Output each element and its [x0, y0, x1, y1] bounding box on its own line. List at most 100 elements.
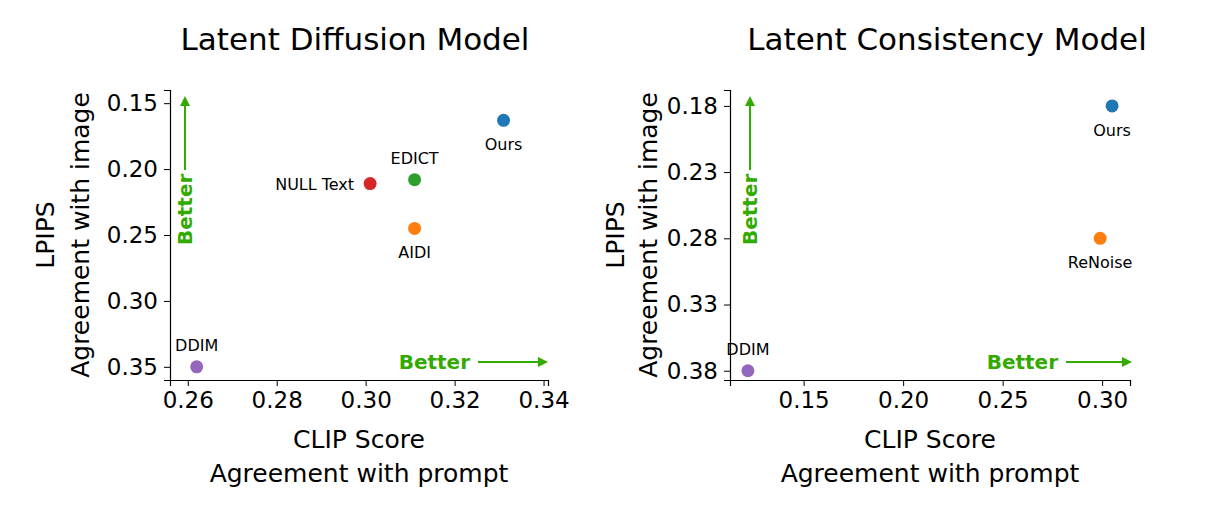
point: [1094, 232, 1107, 245]
y-tick-label: 0.18: [667, 93, 718, 119]
point: [741, 364, 754, 377]
figure: Latent Diffusion Model0.260.280.300.320.…: [0, 0, 1209, 519]
x-axis-line: [731, 381, 1131, 387]
annotation: Better: [173, 174, 197, 245]
y-tick-label: 0.25: [107, 222, 158, 248]
y-tick: 0.33: [667, 291, 730, 317]
y-tick-mark: [724, 106, 730, 107]
y-tick-label: 0.38: [667, 358, 718, 384]
y-tick-label: 0.30: [107, 288, 158, 314]
point: [190, 360, 203, 373]
y-tick-mark: [164, 235, 170, 236]
x-tick-mark: [544, 380, 545, 386]
x-tick: 0.20: [878, 380, 929, 413]
y-tick-label: 0.15: [107, 90, 158, 116]
point-label: EDICT: [391, 149, 439, 168]
chart: Latent Diffusion Model0.260.280.300.320.…: [31, 21, 570, 488]
y-tick: 0.28: [667, 225, 730, 251]
title: Latent Consistency Model: [747, 21, 1147, 57]
y-tick: 0.15: [107, 90, 170, 116]
x-tick: 0.26: [163, 380, 214, 413]
x-tick-mark: [277, 380, 278, 386]
x-tick: 0.32: [430, 380, 481, 413]
x-tick: 0.30: [1077, 380, 1128, 413]
y-axis: 0.18 0.23 0.28 0.33 0.38: [667, 91, 731, 384]
y-axis-label: LPIPS: [31, 201, 60, 268]
arrow: [478, 361, 546, 363]
point-label: AIDI: [398, 243, 431, 262]
y-tick-mark: [164, 169, 170, 170]
x-tick-mark: [455, 380, 456, 386]
x-axis-label: Agreement with prompt: [781, 459, 1080, 488]
y-tick-mark: [724, 305, 730, 306]
x-tick-mark: [903, 380, 904, 386]
annotation: Better: [738, 174, 762, 245]
y-tick: 0.25: [107, 222, 170, 248]
point-label: Ours: [485, 135, 523, 154]
y-tick: 0.18: [667, 93, 730, 119]
y-tick-mark: [724, 238, 730, 239]
y-axis-line: [164, 91, 171, 381]
point-label: DDIM: [726, 340, 769, 359]
x-tick: 0.15: [779, 380, 830, 413]
x-tick-label: 0.34: [518, 387, 569, 413]
x-axis-label: CLIP Score: [293, 425, 425, 454]
y-tick-label: 0.20: [107, 156, 158, 182]
y-tick: 0.20: [107, 156, 170, 182]
x-tick-mark: [804, 380, 805, 386]
x-axis-line: [171, 381, 549, 387]
y-tick-mark: [724, 172, 730, 173]
y-tick-mark: [164, 367, 170, 368]
arrow: [749, 98, 751, 170]
point-label: Ours: [1093, 121, 1131, 140]
x-tick: 0.34: [518, 380, 569, 413]
x-tick-label: 0.15: [779, 387, 830, 413]
x-tick-label: 0.20: [878, 387, 929, 413]
x-tick-label: 0.32: [430, 387, 481, 413]
y-tick: 0.35: [107, 354, 170, 380]
points: [741, 99, 1118, 377]
annotation: Better: [399, 350, 470, 374]
y-tick: 0.23: [667, 159, 730, 185]
point-label: NULL Text: [275, 175, 354, 194]
point: [364, 177, 377, 190]
point: [497, 114, 510, 127]
chart: Latent Consistency Model 0.15 0.20 0.25 0.30…: [601, 21, 1147, 488]
y-tick-mark: [164, 301, 170, 302]
x-axis: 0.26 0.28 0.30 0.32 0.34: [163, 380, 570, 413]
annotation: Better: [987, 350, 1058, 374]
point: [1106, 99, 1119, 112]
x-tick-label: 0.30: [341, 387, 392, 413]
x-tick-mark: [1102, 380, 1103, 386]
x-tick: 0.30: [341, 380, 392, 413]
x-tick: 0.28: [252, 380, 303, 413]
y-axis-label: Agreement with image: [634, 92, 663, 378]
points: [190, 114, 510, 374]
x-axis-label: Agreement with prompt: [210, 459, 509, 488]
x-tick-label: 0.25: [978, 387, 1029, 413]
x-tick-mark: [366, 380, 367, 386]
arrow: [1066, 361, 1130, 363]
title: Latent Diffusion Model: [181, 21, 530, 57]
x-axis-label: CLIP Score: [864, 425, 996, 454]
y-tick-mark: [724, 371, 730, 372]
x-tick-label: 0.30: [1077, 387, 1128, 413]
y-tick-label: 0.28: [667, 225, 718, 251]
arrow: [184, 98, 186, 170]
y-axis-line: [724, 91, 731, 381]
x-tick: 0.25: [978, 380, 1029, 413]
x-tick-mark: [188, 380, 189, 386]
point-label: ReNoise: [1068, 253, 1133, 272]
x-tick-label: 0.26: [163, 387, 214, 413]
x-tick-mark: [1003, 380, 1004, 386]
point: [408, 222, 421, 235]
y-tick-mark: [164, 103, 170, 104]
y-axis-label: Agreement with image: [66, 92, 95, 378]
y-axis: 0.15 0.20 0.25 0.30 0.35: [107, 90, 171, 380]
y-axis-label: LPIPS: [601, 201, 630, 268]
x-tick-label: 0.28: [252, 387, 303, 413]
y-tick: 0.30: [107, 288, 170, 314]
y-tick: 0.38: [667, 358, 730, 384]
point-label: DDIM: [175, 336, 218, 355]
y-tick-label: 0.35: [107, 354, 158, 380]
